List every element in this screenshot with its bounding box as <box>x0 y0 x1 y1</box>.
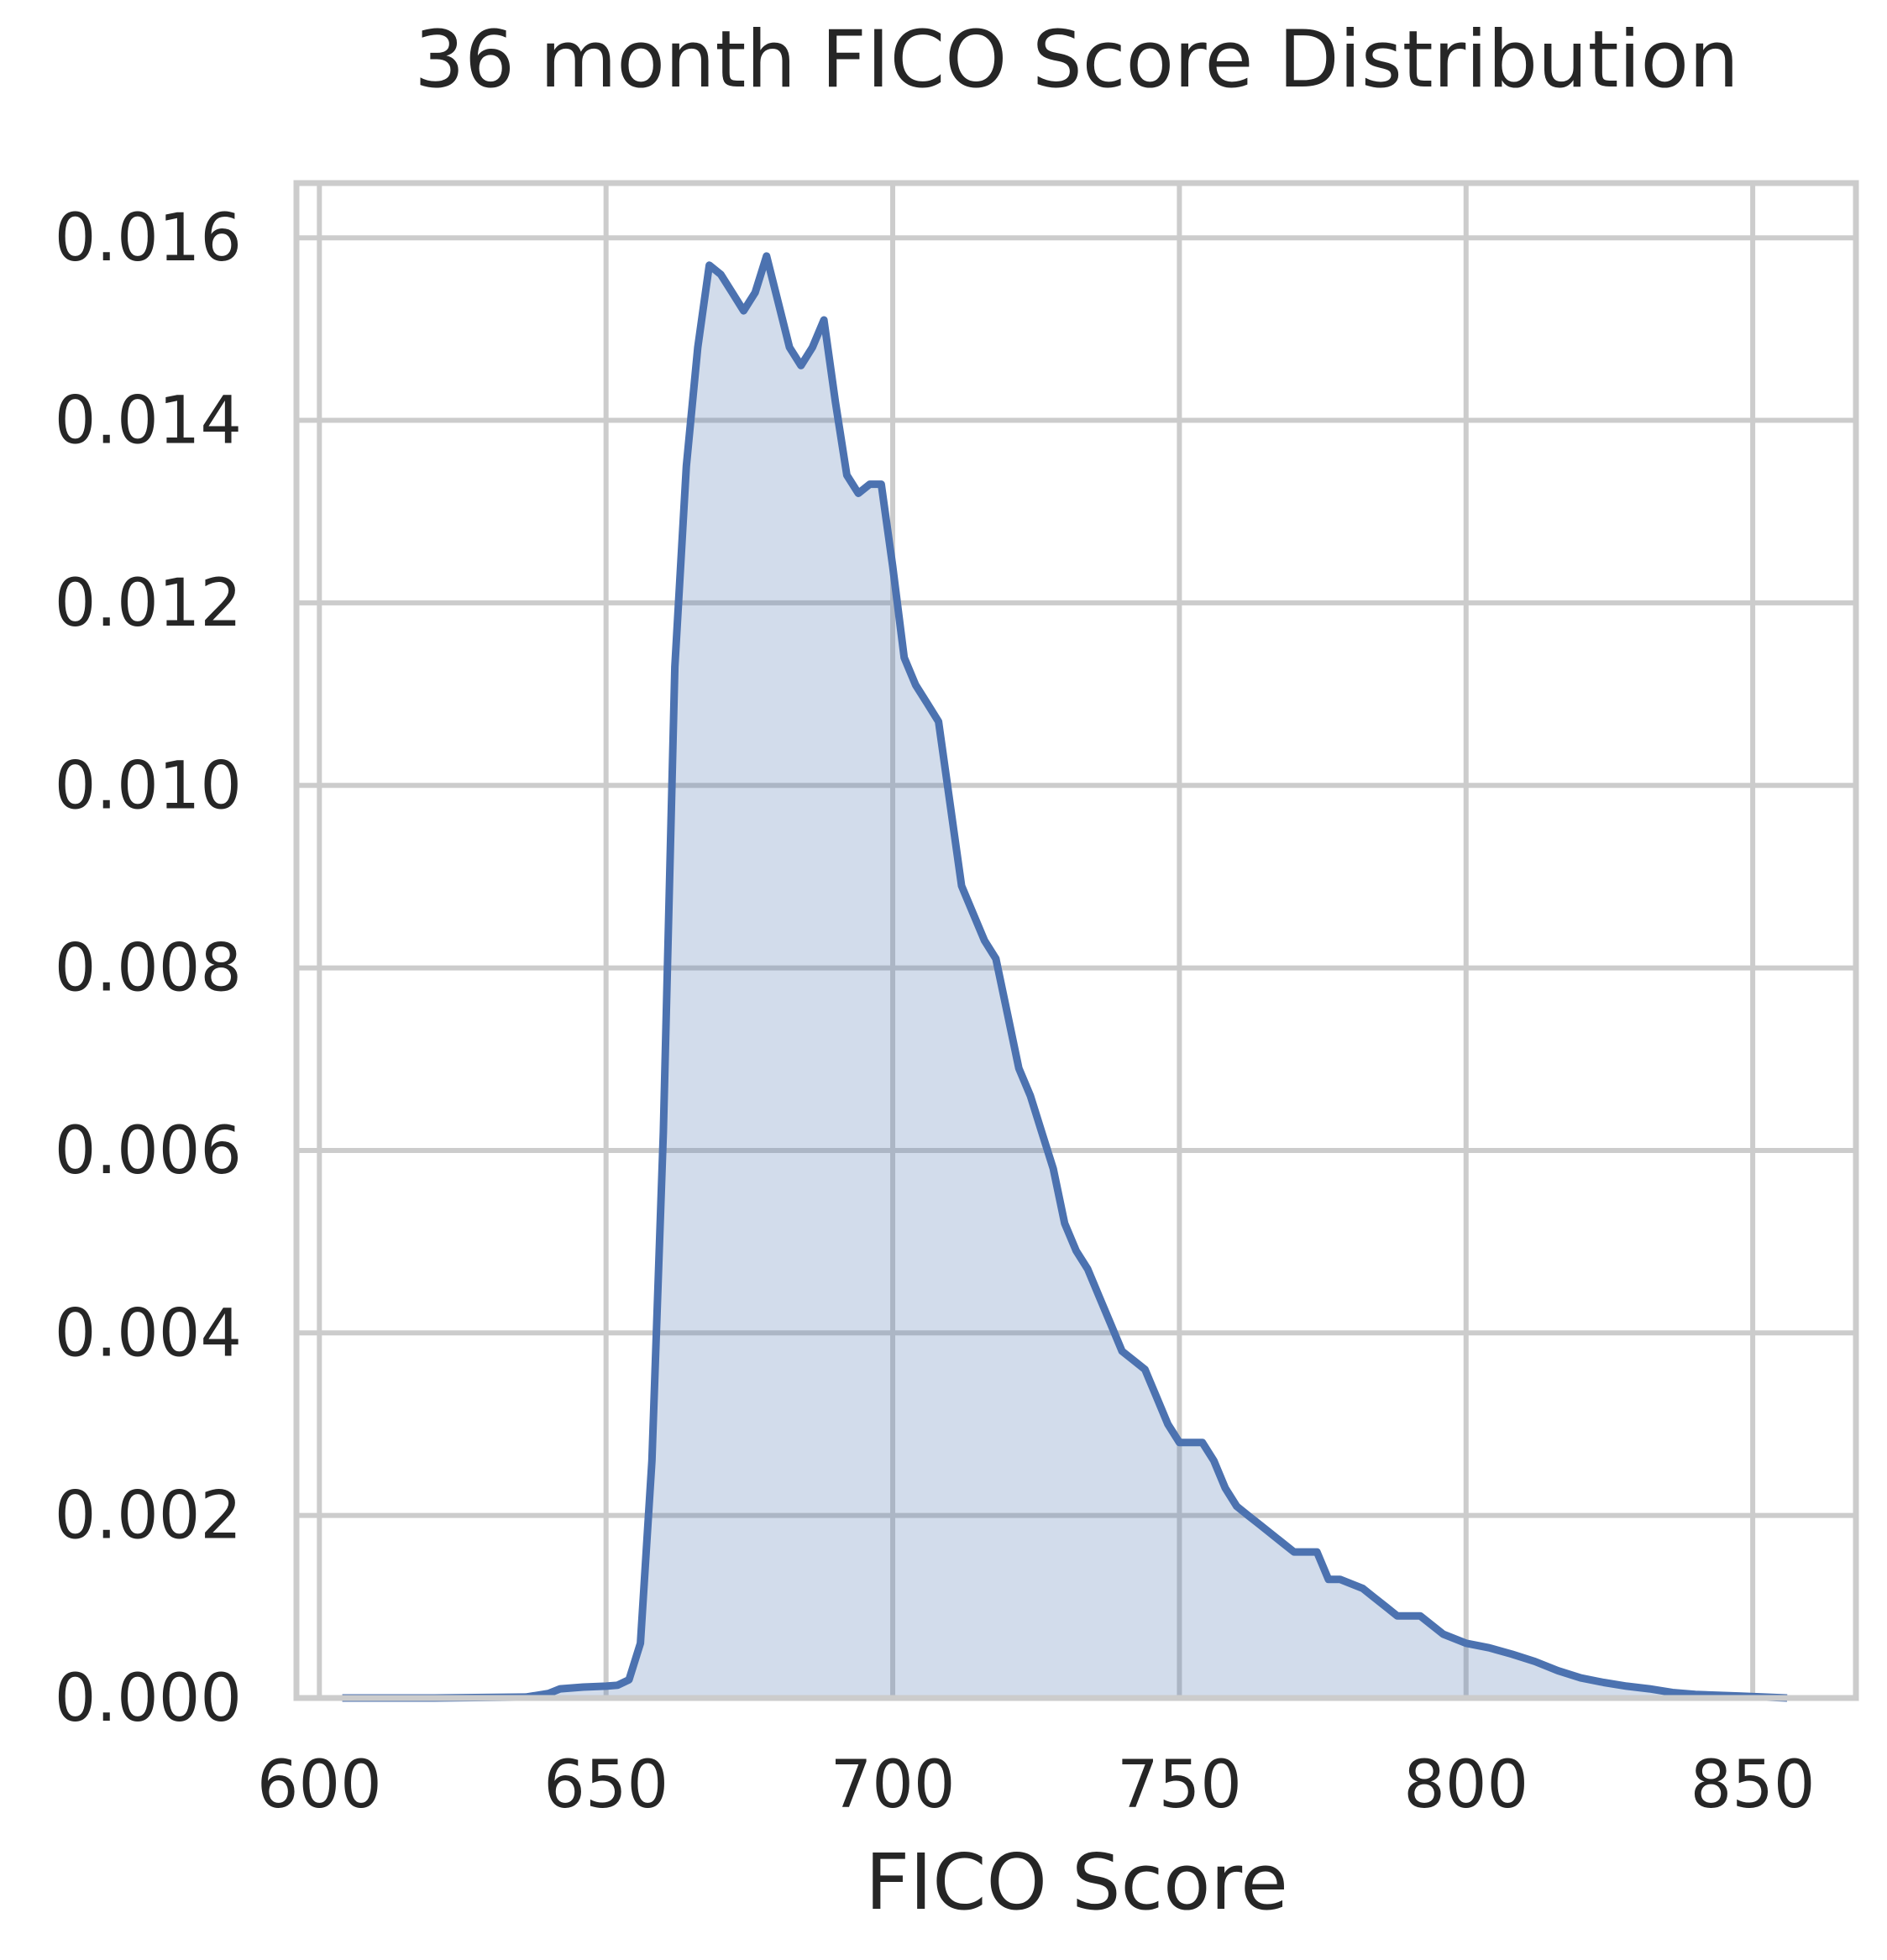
x-axis-label: FICO Score <box>865 1837 1288 1927</box>
density-line <box>342 252 1788 1702</box>
x-tick-label: 650 <box>543 1748 668 1823</box>
grid <box>296 183 1856 1701</box>
y-tick-label: 0.014 <box>55 384 242 459</box>
x-axis-ticks: 600 650 700 750 800 850 <box>257 1748 1816 1823</box>
x-tick-label: 800 <box>1403 1748 1528 1823</box>
density-area <box>342 255 1788 1698</box>
y-tick-label: 0.000 <box>55 1661 242 1737</box>
y-tick-label: 0.002 <box>55 1479 242 1554</box>
plot-frame <box>293 180 1859 1701</box>
x-tick-label: 700 <box>831 1748 956 1823</box>
y-tick-label: 0.004 <box>55 1296 242 1371</box>
y-tick-label: 0.008 <box>55 931 242 1007</box>
x-tick-label: 600 <box>257 1748 382 1823</box>
chart-title: 36 month FICO Score Distribution <box>414 14 1738 106</box>
x-tick-label: 750 <box>1117 1748 1242 1823</box>
y-tick-label: 0.016 <box>55 201 242 276</box>
y-tick-label: 0.006 <box>55 1114 242 1189</box>
y-axis-ticks: 0.000 0.002 0.004 0.006 0.008 0.010 0.012 0.014… <box>55 201 242 1737</box>
y-tick-label: 0.012 <box>55 566 242 642</box>
x-tick-label: 850 <box>1690 1748 1816 1823</box>
y-tick-label: 0.010 <box>55 748 242 824</box>
